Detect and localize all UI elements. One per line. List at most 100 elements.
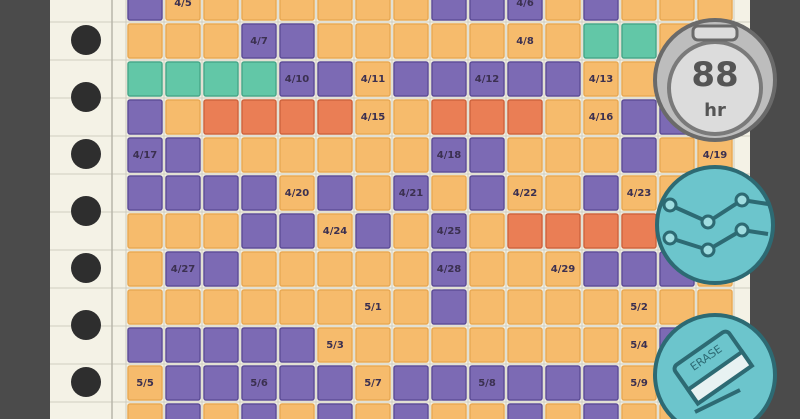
day-cell [469, 251, 505, 287]
date-label: 4/10 [285, 74, 310, 85]
day-cell [583, 175, 619, 211]
day-cell [621, 61, 657, 97]
day-cell [241, 23, 277, 59]
day-cell [279, 251, 315, 287]
day-cell [583, 327, 619, 363]
date-label: 4/11 [361, 74, 386, 85]
day-cell [127, 61, 163, 97]
day-cell [545, 61, 581, 97]
date-label: 4/20 [285, 188, 310, 199]
date-label: 5/9 [630, 378, 648, 389]
day-cell [393, 251, 429, 287]
day-cell [165, 365, 201, 401]
day-cell [279, 0, 315, 21]
day-cell [507, 289, 543, 325]
day-cell [203, 0, 239, 21]
day-cell [241, 61, 277, 97]
day-cell [621, 213, 657, 249]
day-cell [203, 175, 239, 211]
day-cell [507, 403, 543, 419]
day-cell [355, 0, 391, 21]
day-cell [127, 289, 163, 325]
day-cell [203, 23, 239, 59]
day-cell [507, 99, 543, 135]
day-cell [545, 365, 581, 401]
hours-badge[interactable]: 88 hr [653, 18, 777, 142]
day-cell [355, 365, 391, 401]
day-cell [127, 327, 163, 363]
date-label: 4/6 [516, 0, 534, 9]
day-cell [317, 175, 353, 211]
day-cell [317, 99, 353, 135]
hours-value: 88 [691, 55, 738, 95]
day-cell [127, 251, 163, 287]
day-cell [545, 0, 581, 21]
day-cell [317, 289, 353, 325]
day-cell [127, 0, 163, 21]
day-cell [203, 137, 239, 173]
day-cell [127, 23, 163, 59]
day-cell [545, 251, 581, 287]
day-cell [241, 0, 277, 21]
day-cell [621, 327, 657, 363]
day-cell [127, 403, 163, 419]
date-label: 4/18 [437, 150, 462, 161]
day-cell [393, 365, 429, 401]
day-cell [279, 23, 315, 59]
day-cell [507, 61, 543, 97]
date-label: 4/8 [516, 36, 534, 47]
day-cell [165, 99, 201, 135]
date-label: 4/21 [399, 188, 424, 199]
day-cell [393, 213, 429, 249]
day-cell [165, 403, 201, 419]
date-label: 4/23 [627, 188, 652, 199]
day-cell [545, 327, 581, 363]
day-cell [545, 175, 581, 211]
day-cell [279, 327, 315, 363]
day-cell [507, 23, 543, 59]
day-cell [469, 213, 505, 249]
day-cell [317, 213, 353, 249]
day-cell [583, 23, 619, 59]
date-label: 5/6 [250, 378, 268, 389]
day-cell [279, 365, 315, 401]
day-cell [355, 327, 391, 363]
day-cell [469, 23, 505, 59]
day-cell [355, 403, 391, 419]
paper-lines [50, 0, 750, 419]
day-cell [317, 61, 353, 97]
day-cell [507, 251, 543, 287]
day-cell [203, 327, 239, 363]
day-cell [431, 251, 467, 287]
day-cell [165, 251, 201, 287]
day-cell [241, 175, 277, 211]
binder-hole [71, 25, 101, 55]
date-label: 4/13 [589, 74, 614, 85]
stats-button[interactable] [655, 165, 775, 285]
day-cell [583, 289, 619, 325]
day-cell [583, 137, 619, 173]
day-cell [165, 61, 201, 97]
day-cell [241, 403, 277, 419]
binder-hole [71, 139, 101, 169]
day-cell [355, 213, 391, 249]
day-cell [469, 365, 505, 401]
date-labels: 4/5 4/6 4/7 4/8 4/10 4/11 4/12 4/13 4/15 4/16 4/17… [133, 0, 728, 389]
day-cell [469, 289, 505, 325]
eraser-button[interactable]: ERASE [653, 313, 777, 419]
day-cell [355, 137, 391, 173]
day-cell [545, 137, 581, 173]
day-cell [431, 61, 467, 97]
day-cell [507, 327, 543, 363]
day-cell [507, 365, 543, 401]
day-cell [431, 365, 467, 401]
date-label: 4/24 [323, 226, 348, 237]
date-label: 4/7 [250, 36, 268, 47]
day-cell [621, 137, 657, 173]
day-cell [621, 289, 657, 325]
day-cell [469, 61, 505, 97]
day-cell [279, 289, 315, 325]
day-cell [355, 23, 391, 59]
day-cell [203, 61, 239, 97]
day-cell [241, 137, 277, 173]
